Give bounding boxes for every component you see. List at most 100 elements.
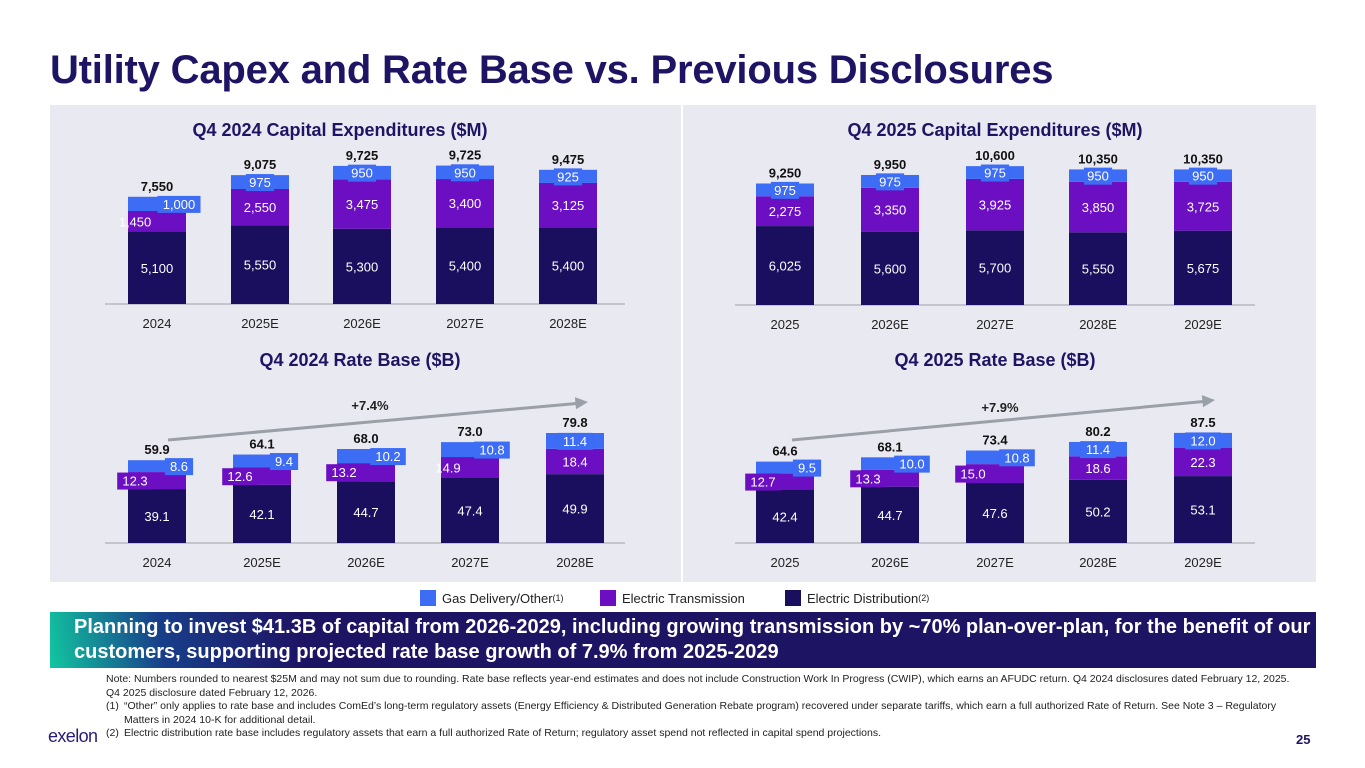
- chart-title: Q4 2025 Capital Expenditures ($M): [847, 120, 1142, 140]
- data-label: 13.2: [331, 465, 356, 480]
- data-label-background: [474, 441, 510, 459]
- data-label: 3,350: [874, 203, 907, 218]
- data-label: 2,275: [769, 204, 802, 219]
- bar-segment-electric-transmission: [966, 178, 1024, 231]
- data-label-background: [745, 473, 781, 491]
- data-label-background: [1083, 167, 1113, 185]
- bar-segment-electric-distribution: [231, 225, 289, 304]
- data-label: 42.4: [772, 509, 797, 524]
- data-label-background: [875, 173, 905, 191]
- data-label: 3,475: [346, 197, 379, 212]
- bar-segment-electric-transmission: [441, 457, 499, 478]
- bar-segment-electric-distribution: [756, 489, 814, 543]
- bar-segment-electric-distribution: [546, 474, 604, 543]
- data-label-background: [999, 449, 1035, 467]
- data-label: 3,125: [552, 198, 585, 213]
- data-label-background: [553, 168, 583, 186]
- total-label: 9,475: [552, 152, 585, 167]
- data-label: 975: [984, 166, 1006, 181]
- footnote-2: (2) Electric distribution rate base inclu…: [106, 727, 1306, 741]
- bar-segment-electric-distribution: [337, 481, 395, 543]
- bar-segment-electric-distribution: [1069, 232, 1127, 305]
- total-label: 68.0: [353, 431, 378, 446]
- data-label: 9.4: [275, 454, 293, 469]
- bar-segment-electric-distribution: [1069, 479, 1127, 543]
- bar-segment-electric-distribution: [861, 231, 919, 305]
- x-tick-label: 2026E: [347, 555, 385, 570]
- data-label: 1,000: [163, 197, 196, 212]
- footnote-1: (1) “Other” only applies to rate base and…: [106, 700, 1306, 727]
- data-label: 5,675: [1187, 261, 1220, 276]
- data-label: 47.4: [457, 503, 482, 518]
- footnote-text: Electric distribution rate base includes…: [124, 727, 882, 739]
- data-label-background: [370, 448, 406, 466]
- data-label-background: [980, 164, 1010, 182]
- data-label: 13.3: [855, 471, 880, 486]
- data-label: 53.1: [1190, 503, 1215, 518]
- growth-arrow-head: [1201, 395, 1215, 408]
- x-tick-label: 2028E: [1079, 555, 1117, 570]
- total-label: 9,250: [769, 165, 802, 180]
- data-label: 44.7: [877, 508, 902, 523]
- data-label: 44.7: [353, 505, 378, 520]
- total-label: 64.1: [249, 437, 274, 452]
- data-label: 15.0: [960, 467, 985, 482]
- bar-segment-electric-distribution: [1174, 230, 1232, 305]
- data-label: 1,450: [119, 214, 152, 229]
- x-tick-label: 2029E: [1184, 555, 1222, 570]
- bar-segment-gas-delivery-other: [756, 461, 814, 474]
- bar-segment-electric-distribution: [539, 227, 597, 304]
- data-label-background: [157, 195, 201, 213]
- bar-segment-electric-distribution: [233, 484, 291, 543]
- data-label: 18.6: [1085, 461, 1110, 476]
- bar-segment-electric-distribution: [1174, 476, 1232, 543]
- growth-label-background: [976, 399, 1024, 415]
- data-label-background: [1080, 441, 1116, 459]
- x-tick-label: 2025E: [243, 555, 281, 570]
- data-label: 11.4: [1086, 442, 1110, 457]
- data-label-background: [557, 432, 593, 450]
- legend-item-gas: Gas Delivery/Other (1): [420, 590, 564, 606]
- data-label: 975: [774, 183, 796, 198]
- data-label: 10.0: [899, 457, 924, 472]
- x-tick-label: 2028E: [549, 316, 587, 331]
- total-label: 68.1: [877, 439, 902, 454]
- data-label: 5,700: [979, 261, 1012, 276]
- bar-segment-electric-transmission: [1069, 181, 1127, 233]
- data-label: 5,400: [449, 259, 482, 274]
- total-label: 10,600: [975, 148, 1015, 163]
- bar-segment-electric-transmission: [539, 182, 597, 228]
- x-tick-label: 2024: [143, 555, 172, 570]
- legend-swatch: [600, 590, 616, 606]
- data-label: 950: [454, 165, 476, 180]
- total-label: 9,950: [874, 157, 907, 172]
- data-label: 5,550: [1082, 262, 1115, 277]
- data-label: 6,025: [769, 259, 802, 274]
- growth-label: +7.4%: [351, 398, 389, 413]
- bar-segment-electric-transmission: [756, 196, 814, 227]
- legend-label: Electric Transmission: [622, 590, 745, 606]
- x-tick-label: 2027E: [446, 316, 484, 331]
- data-label-background: [850, 470, 886, 488]
- data-label: 14.9: [435, 460, 460, 475]
- bar-segment-electric-transmission: [231, 188, 289, 226]
- data-label: 12.3: [122, 474, 147, 489]
- total-label: 10,350: [1078, 151, 1118, 166]
- data-label-background: [955, 465, 991, 483]
- data-label: 22.3: [1190, 455, 1215, 470]
- x-tick-label: 2028E: [556, 555, 594, 570]
- data-label: 5,300: [346, 259, 379, 274]
- growth-arrow-line: [791, 399, 1210, 442]
- legend-label: Gas Delivery/Other: [442, 590, 553, 606]
- total-label: 87.5: [1190, 415, 1215, 430]
- data-label-background: [164, 458, 194, 476]
- data-label-background: [894, 455, 930, 473]
- legend-label: Electric Distribution: [807, 590, 919, 606]
- footnote-number: (2): [106, 727, 119, 739]
- data-label: 2,550: [244, 200, 277, 215]
- legend-sup: (1): [552, 593, 564, 603]
- data-label: 5,550: [244, 258, 277, 273]
- bar-segment-electric-distribution: [436, 227, 494, 304]
- bar-segment-electric-distribution: [128, 231, 186, 304]
- page-number: 25: [1296, 732, 1311, 747]
